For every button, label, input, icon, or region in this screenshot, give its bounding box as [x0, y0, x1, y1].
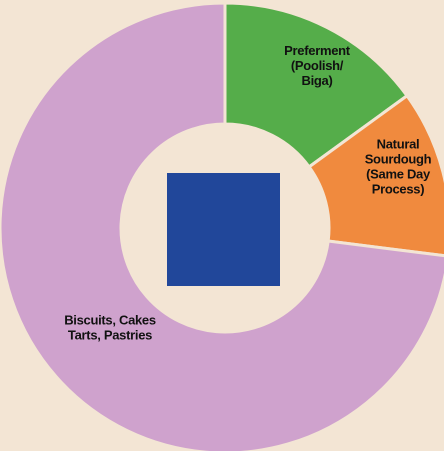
slice-label-line: Natural	[377, 137, 420, 152]
slice-label-1: Preferment (Poolish/Biga)	[284, 43, 351, 88]
slice-label-line: Process)	[372, 182, 425, 197]
slice-label-2: Natural Sourdough (Same Day Process)	[365, 137, 432, 197]
slice-label-line: Biga)	[301, 73, 332, 88]
labels-group: Preferment (Poolish/Biga) Natural Sourdough…	[64, 43, 432, 343]
slice-label-line: Sourdough	[365, 152, 432, 167]
slice-label-line: Preferment	[284, 43, 351, 58]
donut-slice-2	[307, 93, 444, 258]
slice-label-3: Biscuits, Cakes Tarts, Pastries	[64, 313, 156, 343]
slice-label-line: (Poolish/	[291, 58, 344, 73]
slice-label-line: Biscuits, Cakes	[64, 313, 156, 328]
donut-slice-1	[223, 1, 410, 169]
slice-label-line: Tarts, Pastries	[68, 328, 152, 343]
slice-label-line: (Same Day	[366, 167, 431, 182]
center-square	[167, 173, 280, 286]
